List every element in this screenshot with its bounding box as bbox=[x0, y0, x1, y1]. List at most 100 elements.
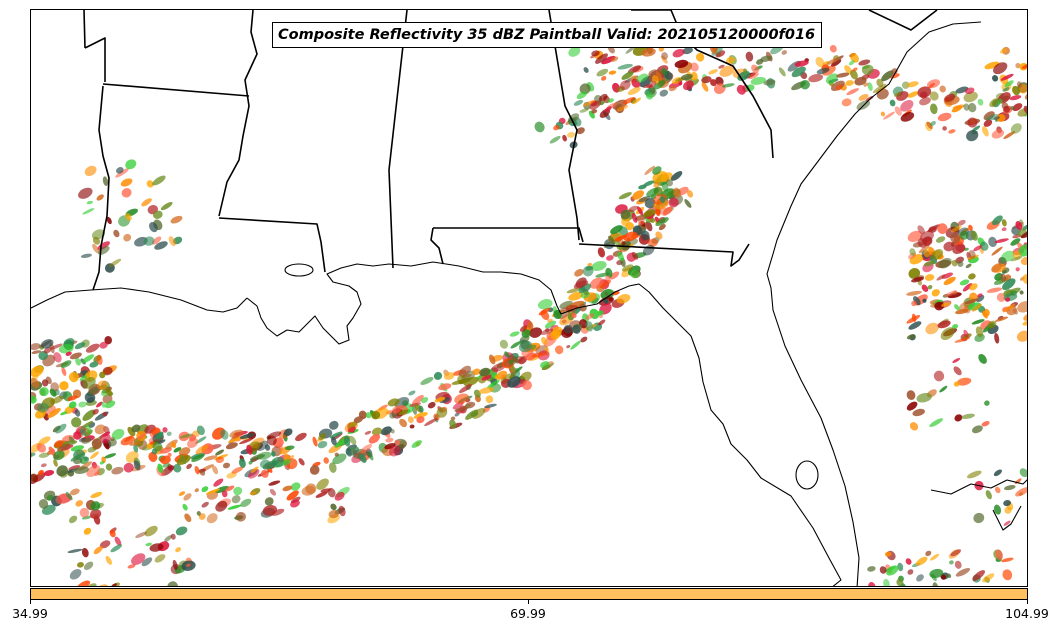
reflectivity-cell bbox=[648, 69, 659, 78]
reflectivity-cell bbox=[391, 405, 402, 414]
reflectivity-cell bbox=[942, 126, 947, 131]
reflectivity-cell bbox=[952, 324, 959, 329]
reflectivity-cell bbox=[146, 180, 154, 188]
coast-texas bbox=[31, 287, 248, 313]
reflectivity-cell bbox=[74, 342, 86, 350]
reflectivity-cell bbox=[683, 80, 694, 91]
reflectivity-cell bbox=[701, 76, 712, 84]
reflectivity-cell bbox=[179, 433, 194, 439]
reflectivity-cell bbox=[1015, 267, 1020, 272]
reflectivity-cell bbox=[572, 324, 581, 334]
colorbar bbox=[30, 588, 1028, 600]
reflectivity-cell bbox=[919, 97, 931, 106]
reflectivity-cell bbox=[965, 263, 972, 269]
reflectivity-cell bbox=[550, 330, 561, 340]
reflectivity-cell bbox=[573, 99, 584, 106]
reflectivity-cell bbox=[183, 493, 192, 501]
reflectivity-cell bbox=[309, 465, 320, 475]
reflectivity-cell bbox=[929, 91, 939, 101]
reflectivity-cell bbox=[991, 263, 1002, 273]
reflectivity-cell bbox=[621, 264, 634, 272]
reflectivity-cell bbox=[68, 465, 81, 471]
reflectivity-cell bbox=[993, 469, 1002, 477]
reflectivity-cell bbox=[751, 64, 759, 74]
reflectivity-cell bbox=[249, 491, 257, 496]
reflectivity-cell bbox=[858, 93, 869, 101]
reflectivity-cell bbox=[81, 437, 92, 444]
reflectivity-cell bbox=[101, 401, 106, 408]
reflectivity-cell bbox=[43, 470, 55, 476]
reflectivity-cell bbox=[921, 284, 929, 292]
reflectivity-cell bbox=[982, 310, 988, 319]
reflectivity-cell bbox=[389, 412, 397, 419]
reflectivity-cell bbox=[951, 225, 962, 233]
reflectivity-cell bbox=[529, 327, 543, 338]
reflectivity-cell bbox=[186, 463, 192, 470]
reflectivity-cell bbox=[926, 79, 941, 89]
coast-atlantic-fl bbox=[766, 21, 982, 586]
reflectivity-cell bbox=[621, 71, 634, 80]
reflectivity-cell bbox=[583, 67, 589, 73]
reflectivity-cell bbox=[996, 292, 1006, 302]
reflectivity-cell bbox=[31, 441, 32, 446]
reflectivity-cell bbox=[82, 377, 96, 389]
reflectivity-cell bbox=[1015, 487, 1027, 497]
reflectivity-cell bbox=[144, 525, 158, 537]
reflectivity-cell bbox=[622, 96, 636, 105]
reflectivity-cell bbox=[631, 251, 639, 260]
reflectivity-cell bbox=[930, 553, 940, 561]
reflectivity-cell bbox=[214, 486, 230, 493]
reflectivity-cell bbox=[298, 458, 305, 466]
reflectivity-cell bbox=[99, 461, 105, 465]
reflectivity-cell bbox=[478, 387, 494, 394]
reflectivity-cell bbox=[760, 55, 773, 62]
reflectivity-cell bbox=[589, 277, 604, 289]
reflectivity-cell bbox=[436, 407, 448, 418]
reflectivity-cell bbox=[80, 420, 93, 430]
reflectivity-cell bbox=[972, 303, 982, 312]
reflectivity-cell bbox=[1016, 330, 1027, 342]
reflectivity-cell bbox=[120, 178, 133, 187]
reflectivity-cell bbox=[876, 78, 884, 88]
reflectivity-cell bbox=[800, 79, 810, 90]
reflectivity-cell bbox=[975, 326, 984, 338]
reflectivity-cell bbox=[1003, 500, 1011, 507]
reflectivity-cell bbox=[387, 398, 400, 407]
reflectivity-cell bbox=[358, 453, 367, 463]
reflectivity-cell bbox=[591, 109, 598, 114]
reflectivity-cell bbox=[970, 230, 978, 241]
reflectivity-cell bbox=[791, 66, 806, 78]
reflectivity-cell bbox=[1005, 297, 1011, 302]
reflectivity-cell bbox=[1000, 273, 1007, 282]
reflectivity-cell bbox=[915, 556, 928, 566]
reflectivity-cell bbox=[619, 80, 631, 91]
reflectivity-cell bbox=[348, 435, 357, 445]
reflectivity-cell bbox=[40, 339, 54, 349]
reflectivity-cell bbox=[380, 426, 392, 436]
reflectivity-cell bbox=[916, 574, 924, 582]
reflectivity-cell bbox=[690, 62, 699, 72]
reflectivity-cell bbox=[931, 289, 940, 297]
border-al-fl bbox=[433, 227, 584, 243]
reflectivity-cell bbox=[509, 364, 516, 375]
reflectivity-cell bbox=[334, 491, 345, 501]
reflectivity-cell bbox=[78, 401, 87, 408]
reflectivity-cell bbox=[290, 499, 300, 508]
reflectivity-cell bbox=[952, 104, 965, 110]
reflectivity-cell bbox=[69, 569, 82, 580]
reflectivity-cell bbox=[510, 341, 521, 349]
reflectivity-cell bbox=[1012, 85, 1020, 96]
reflectivity-cell bbox=[388, 445, 402, 457]
reflectivity-cell bbox=[599, 279, 611, 289]
reflectivity-cell bbox=[940, 327, 955, 341]
reflectivity-cell bbox=[912, 408, 925, 417]
reflectivity-cell bbox=[928, 226, 937, 233]
reflectivity-cell bbox=[80, 253, 92, 258]
reflectivity-cell bbox=[283, 428, 293, 436]
border-la-ms-east bbox=[218, 217, 326, 273]
reflectivity-cell bbox=[102, 411, 108, 417]
reflectivity-cell bbox=[111, 466, 124, 475]
reflectivity-cell bbox=[867, 82, 873, 91]
reflectivity-cell bbox=[1003, 105, 1011, 113]
reflectivity-cell bbox=[822, 61, 830, 66]
